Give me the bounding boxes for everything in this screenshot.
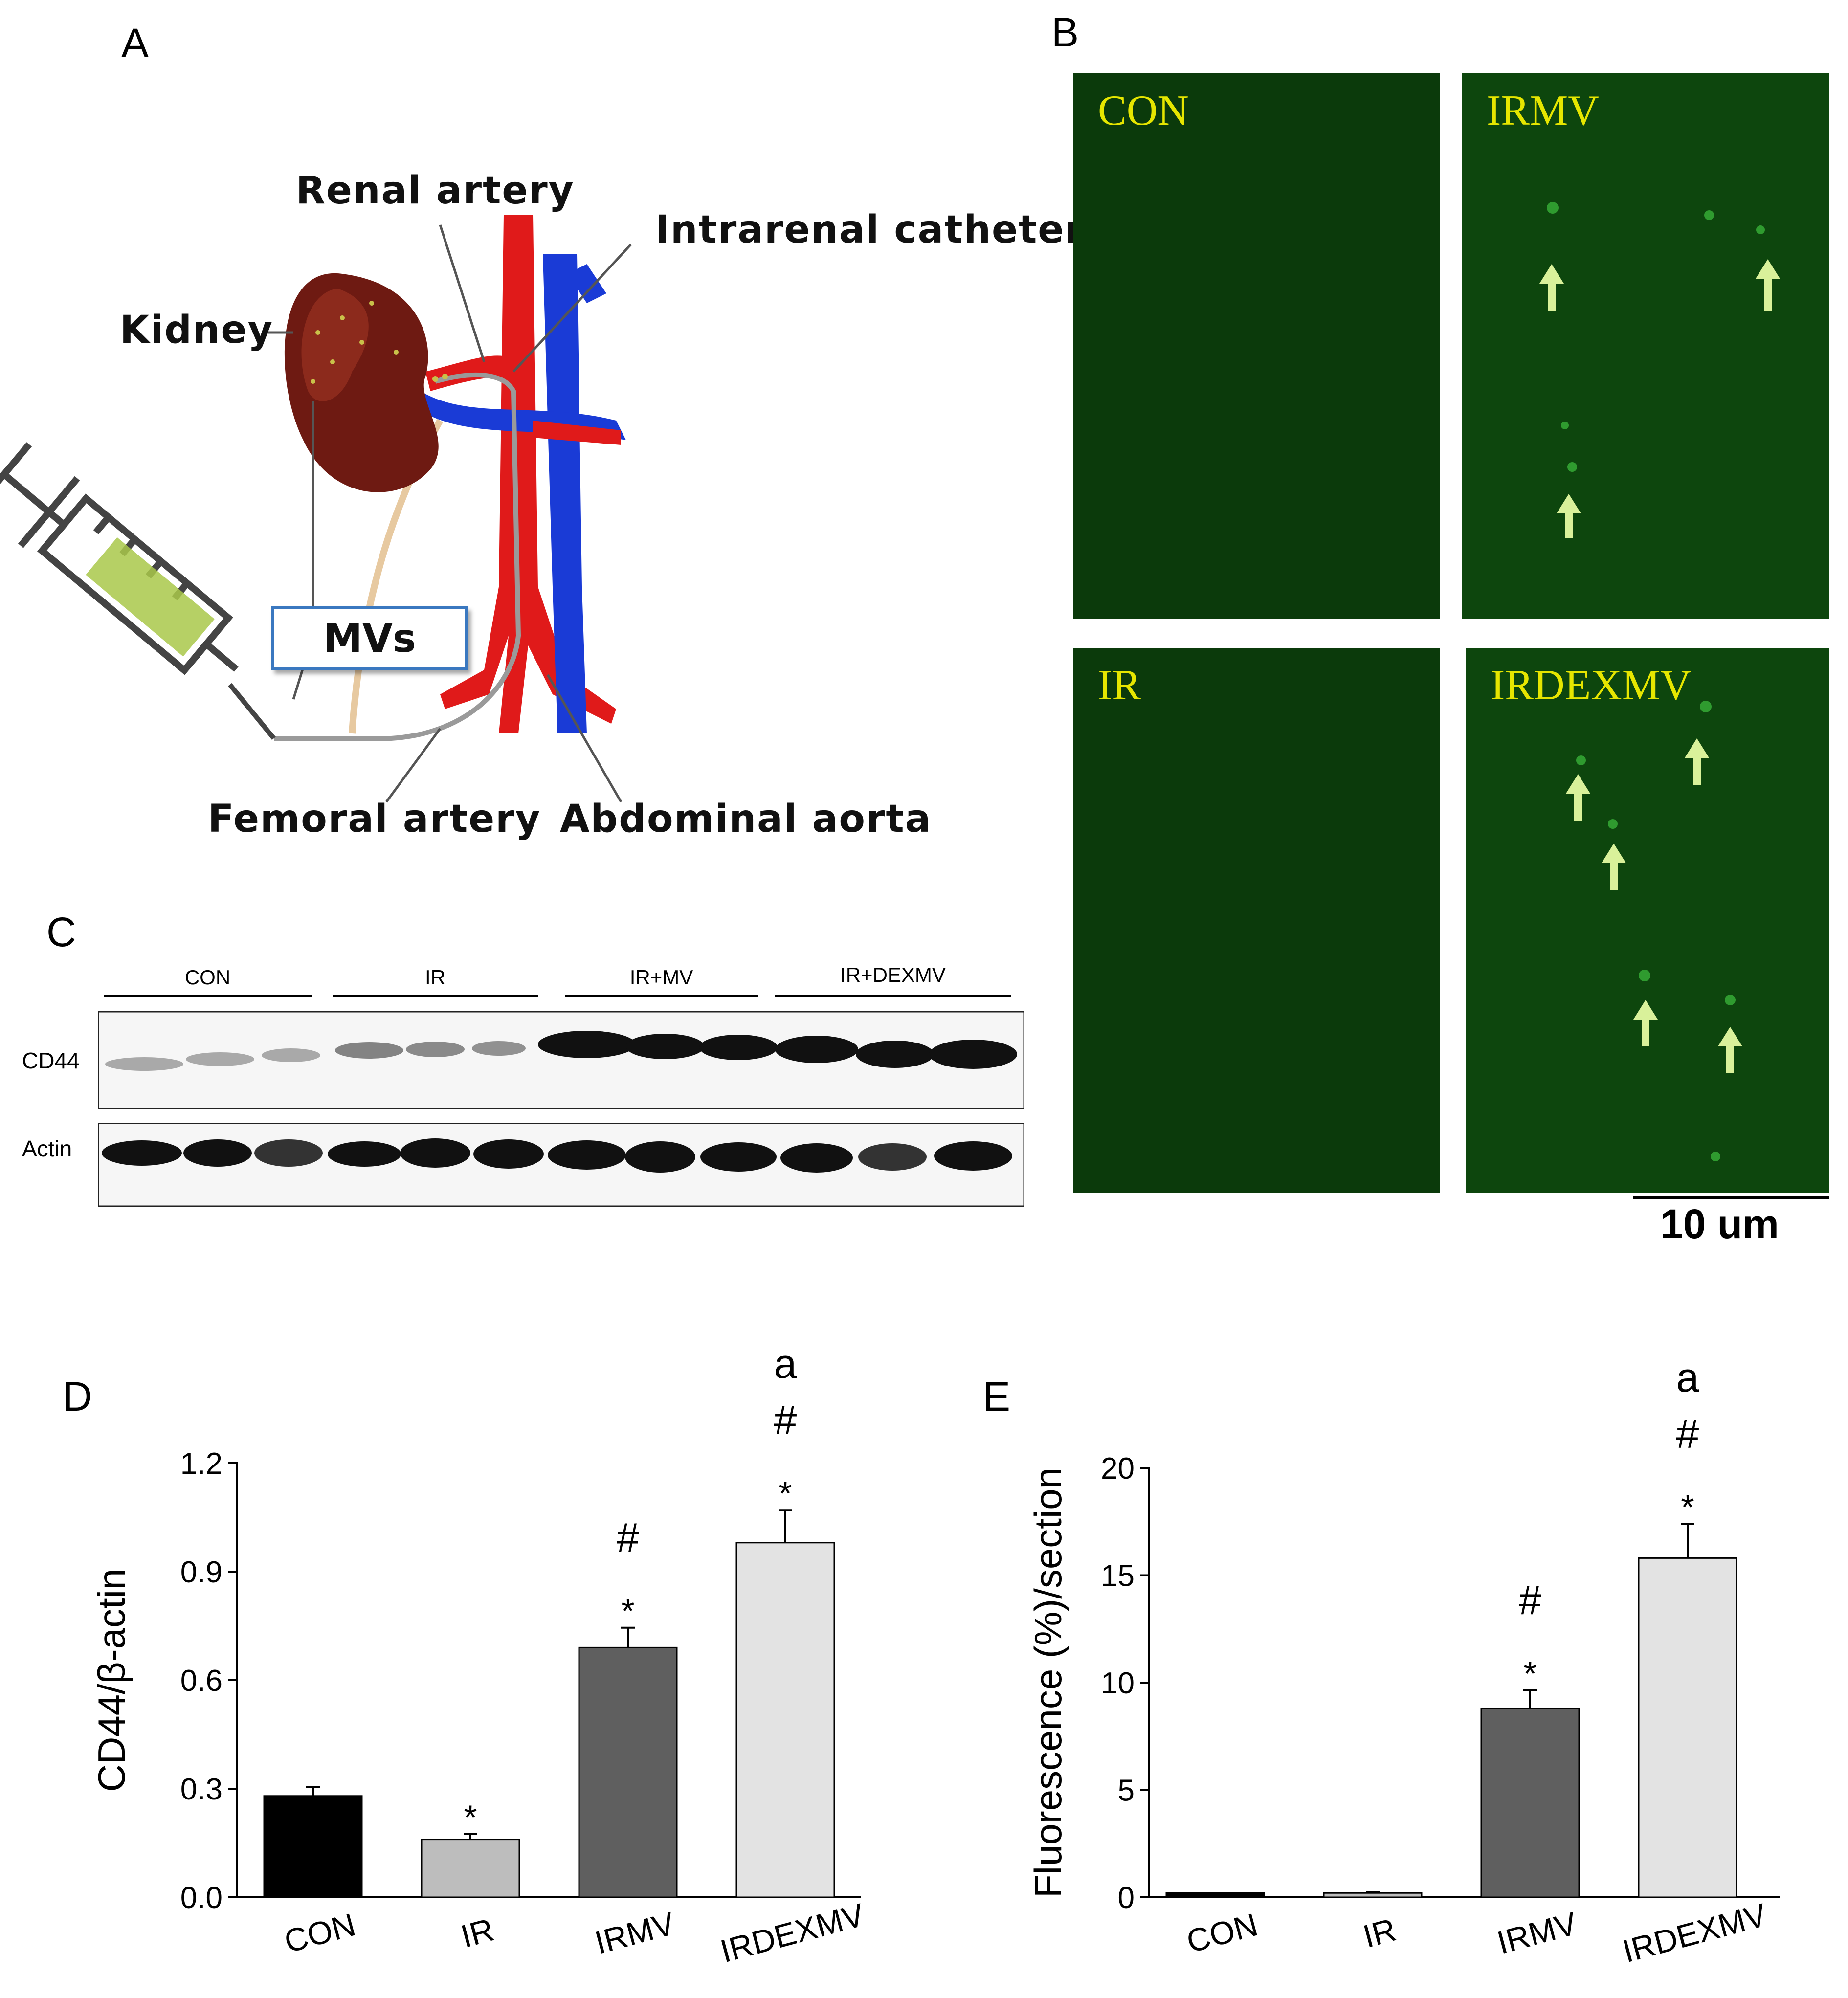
- y-tick-label: 15: [1101, 1559, 1135, 1593]
- significance-marker: #: [1676, 1411, 1699, 1457]
- significance-marker: a: [774, 1341, 797, 1387]
- catheter-diagram: [0, 215, 632, 803]
- significance-marker: #: [617, 1515, 640, 1561]
- western-blot-actin: [98, 1123, 1024, 1207]
- x-tick-label: IRMV: [1493, 1905, 1581, 1961]
- significance-marker: *: [621, 1592, 634, 1630]
- significance-marker: *: [1523, 1654, 1536, 1692]
- bar: [1165, 1892, 1265, 1898]
- micrograph-label: CON: [1098, 87, 1189, 134]
- label-intrarenal-catheter: Intrarenal catheter: [655, 208, 1085, 252]
- fluorescence-markers: [1566, 701, 1742, 1161]
- y-tick-label: 0: [1118, 1881, 1135, 1915]
- label-femoral-artery: Femoral artery: [208, 797, 541, 841]
- significance-marker: *: [779, 1474, 792, 1512]
- micrograph-label: IR: [1098, 662, 1141, 709]
- x-tick-label: CON: [281, 1906, 359, 1959]
- micrograph-label: IRMV: [1487, 87, 1599, 134]
- arrow-icon: [1633, 1000, 1658, 1046]
- bar: [1638, 1557, 1737, 1898]
- panel-letter-a: A: [121, 20, 149, 66]
- y-tick-label: 20: [1101, 1452, 1135, 1486]
- arrow-icon: [1685, 738, 1709, 785]
- x-tick-label: IRDEXMV: [1619, 1896, 1770, 1969]
- significance-marker: a: [1676, 1354, 1699, 1400]
- y-tick-label: 0.6: [180, 1664, 223, 1698]
- micrograph-con: CON: [1073, 73, 1440, 619]
- micrograph-irdexmv: IRDEXMV: [1466, 648, 1829, 1193]
- y-tick-label: 5: [1118, 1774, 1135, 1808]
- group-label-ir-mv: IR+MV: [629, 966, 693, 989]
- significance-marker: #: [1519, 1577, 1542, 1623]
- chart-cd44-actin: 0.0 0.3 0.6 0.9 1.2 CD44/β-actin CON * IR * # IRMV *…: [90, 1341, 868, 1969]
- x-tick-label: IRDEXMV: [716, 1896, 868, 1969]
- bar: [578, 1646, 678, 1898]
- micrograph-ir: IR: [1073, 648, 1440, 1193]
- arrow-icon: [1539, 264, 1564, 311]
- y-axis-label: CD44/β-actin: [90, 1569, 133, 1792]
- bar: [263, 1795, 363, 1898]
- arrow-icon: [1602, 844, 1626, 890]
- fluorescence-markers: [1539, 202, 1780, 538]
- significance-marker: *: [464, 1798, 477, 1837]
- bar: [421, 1839, 520, 1898]
- chart-fluorescence: 0 5 10 15 20 Fluorescence (%)/section CON IR * # I…: [1026, 1354, 1780, 1969]
- row-label-cd44: CD44: [22, 1048, 80, 1073]
- y-tick-label: 10: [1101, 1666, 1135, 1700]
- mvs-box: MVs: [271, 606, 468, 670]
- bar: [735, 1542, 835, 1898]
- label-renal-artery: Renal artery: [296, 169, 575, 213]
- bar: [1480, 1708, 1580, 1898]
- y-tick-label: 0.3: [180, 1773, 223, 1806]
- panel-letter-e: E: [983, 1374, 1011, 1420]
- group-label-ir-dexmv: IR+DEXMV: [840, 963, 946, 986]
- significance-marker: *: [1681, 1488, 1694, 1526]
- significance-marker: #: [774, 1397, 797, 1443]
- group-line-con: [104, 995, 312, 997]
- y-axis-label: Fluorescence (%)/section: [1026, 1467, 1069, 1898]
- group-line-ir: [333, 995, 538, 997]
- bar: [1323, 1892, 1423, 1898]
- panel-letter-d: D: [63, 1374, 92, 1420]
- row-label-actin: Actin: [22, 1136, 72, 1161]
- group-label-con: CON: [184, 966, 231, 989]
- arrow-icon: [1718, 1027, 1742, 1073]
- label-kidney: Kidney: [120, 308, 274, 352]
- group-line-ir-mv: [565, 995, 758, 997]
- x-tick-label: IR: [457, 1911, 498, 1955]
- panel-letter-c: C: [46, 909, 76, 955]
- label-mvs: MVs: [323, 615, 416, 661]
- x-tick-label: IRMV: [591, 1905, 679, 1961]
- y-tick-label: 1.2: [180, 1447, 223, 1481]
- group-line-ir-dexmv: [775, 995, 1011, 997]
- scale-bar: [1633, 1196, 1829, 1199]
- x-tick-label: CON: [1183, 1906, 1262, 1959]
- panel-letter-b: B: [1051, 9, 1079, 55]
- arrow-icon: [1557, 494, 1581, 538]
- micrograph-irmv: IRMV: [1462, 73, 1829, 619]
- western-blot-cd44: [98, 1011, 1024, 1109]
- micrograph-label: IRDEXMV: [1491, 662, 1692, 709]
- x-tick-label: IR: [1359, 1911, 1400, 1955]
- y-tick-label: 0.9: [180, 1555, 223, 1589]
- scale-bar-label: 10 um: [1660, 1201, 1779, 1247]
- arrow-icon: [1566, 774, 1590, 821]
- arrow-icon: [1756, 259, 1780, 311]
- label-abdominal-aorta: Abdominal aorta: [560, 797, 932, 841]
- group-label-ir: IR: [425, 966, 445, 989]
- y-tick-label: 0.0: [180, 1881, 223, 1915]
